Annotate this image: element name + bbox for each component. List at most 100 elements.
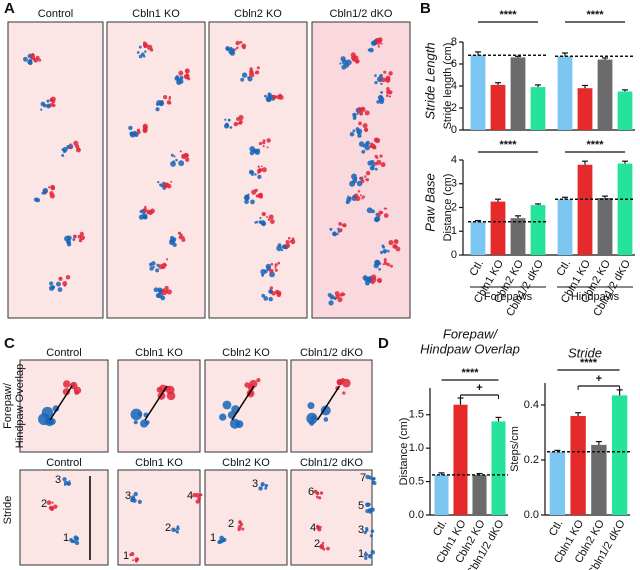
bar xyxy=(491,421,506,515)
footprint xyxy=(360,179,365,184)
footprint xyxy=(149,48,154,52)
bar xyxy=(577,164,593,255)
significance-label: + xyxy=(476,382,482,394)
footprint xyxy=(142,42,148,48)
footprint xyxy=(341,224,345,227)
footprint xyxy=(380,90,384,94)
footprint xyxy=(349,180,356,187)
footprint xyxy=(377,213,381,218)
step-number: 3 xyxy=(55,474,61,486)
footprint xyxy=(149,266,154,271)
footprint xyxy=(334,291,340,296)
footprint xyxy=(57,287,63,292)
footprint xyxy=(134,132,139,138)
footprint xyxy=(364,556,368,560)
y-tick-label: 0.5 xyxy=(409,475,424,487)
footprint xyxy=(217,540,222,545)
bar xyxy=(453,404,468,515)
footprint xyxy=(374,74,377,78)
footprint xyxy=(373,137,379,143)
footprint xyxy=(381,77,386,83)
footprint xyxy=(310,415,317,421)
footprint xyxy=(364,280,370,286)
footprint xyxy=(67,481,71,485)
footprint xyxy=(228,48,234,55)
footprint xyxy=(194,492,200,498)
y-tick-label: 1 xyxy=(451,225,457,237)
footprint-image xyxy=(19,359,109,453)
footprint xyxy=(240,77,245,82)
footprint xyxy=(235,420,244,429)
column-label: Control xyxy=(46,347,81,359)
footprint xyxy=(361,107,364,111)
footprint xyxy=(47,104,50,107)
footprint xyxy=(348,196,352,200)
footprint xyxy=(258,486,263,491)
footprint xyxy=(319,491,324,495)
footprint xyxy=(61,154,65,157)
footprint xyxy=(48,505,54,511)
footprint xyxy=(137,130,141,135)
footprint xyxy=(350,52,356,58)
footprint xyxy=(255,220,259,224)
footprint xyxy=(378,268,381,271)
footprint xyxy=(379,73,383,78)
footprint xyxy=(130,408,143,421)
footprint xyxy=(184,68,190,74)
footprint xyxy=(276,292,282,298)
y-axis-label: Distance (cm) xyxy=(442,174,454,242)
footprint xyxy=(352,116,357,120)
footprint xyxy=(244,194,249,199)
footprint xyxy=(273,95,278,99)
footprint xyxy=(268,296,273,302)
footprint xyxy=(185,73,190,78)
footprint xyxy=(158,264,164,270)
y-tick-label: 6 xyxy=(451,58,457,70)
footprint xyxy=(329,227,333,231)
footprint xyxy=(78,238,83,243)
footprint xyxy=(77,234,82,239)
footprint xyxy=(261,167,267,173)
footprint xyxy=(163,95,168,100)
panel-label: C xyxy=(4,335,15,352)
footprint xyxy=(257,165,260,168)
footprint xyxy=(349,131,355,137)
footprint xyxy=(62,380,71,388)
x-tick-label: Ctl. xyxy=(554,258,573,278)
step-number: 3 xyxy=(125,490,131,502)
footprint xyxy=(368,47,374,53)
bar xyxy=(611,395,628,515)
footprint xyxy=(328,300,334,306)
footprint xyxy=(157,287,163,293)
significance-label: **** xyxy=(586,139,604,151)
footprint xyxy=(266,216,268,218)
footprint xyxy=(261,293,266,298)
footprint xyxy=(49,193,55,199)
footprint xyxy=(379,95,383,99)
footprint xyxy=(182,235,185,239)
footprint xyxy=(133,420,138,425)
footprint xyxy=(45,191,48,194)
footprint xyxy=(195,499,200,504)
footprint xyxy=(237,525,242,530)
footprint xyxy=(61,148,65,151)
footprint xyxy=(261,273,265,277)
significance-label: + xyxy=(596,373,602,385)
footprint xyxy=(266,146,269,149)
footprint xyxy=(256,377,261,383)
footprint xyxy=(357,190,361,193)
footprint xyxy=(142,54,146,58)
footprint xyxy=(326,546,330,551)
footprint xyxy=(49,281,54,286)
footprint xyxy=(47,186,51,189)
overlap-arrow xyxy=(144,385,168,421)
footprint xyxy=(382,248,388,254)
footprint xyxy=(359,111,364,116)
y-tick-label: 1.0 xyxy=(409,442,424,454)
significance-label: **** xyxy=(461,367,479,379)
footprint xyxy=(345,200,350,205)
footprint xyxy=(128,125,133,131)
footprint xyxy=(163,262,166,266)
footprint xyxy=(55,281,61,287)
